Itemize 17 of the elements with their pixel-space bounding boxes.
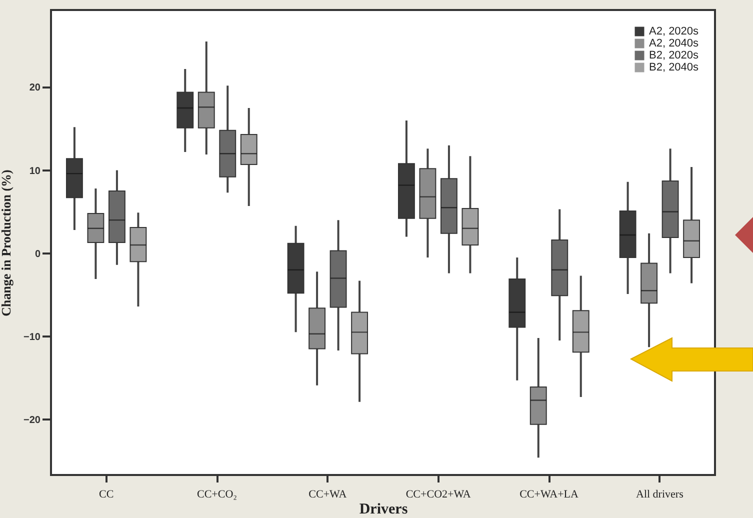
x-tick-label: All drivers (636, 488, 684, 500)
y-axis-title: Change in Production (%) (0, 170, 14, 316)
x-axis-title: Drivers (359, 502, 408, 518)
x-tick-label: CC+WA+LA (520, 488, 578, 500)
y-tick-label: 20 (29, 82, 41, 94)
legend-label: B2, 2040s (649, 62, 700, 74)
x-tick-label: CC (98, 488, 114, 500)
x-tick-label: CC+WA (308, 488, 347, 500)
y-tick-label: 10 (29, 166, 41, 177)
x-tick-label: CC+CO2+WA (406, 488, 471, 500)
y-tick-label: 0 (34, 248, 41, 260)
legend-label: A2, 2020s (649, 26, 700, 38)
legend-label: B2, 2020s (649, 50, 700, 62)
legend-label: A2, 2040s (649, 38, 700, 50)
x-tick-label: CC+CO₂ (197, 488, 238, 500)
y-tick-label: −20 (24, 414, 41, 426)
y-tick-label: −10 (24, 332, 41, 343)
